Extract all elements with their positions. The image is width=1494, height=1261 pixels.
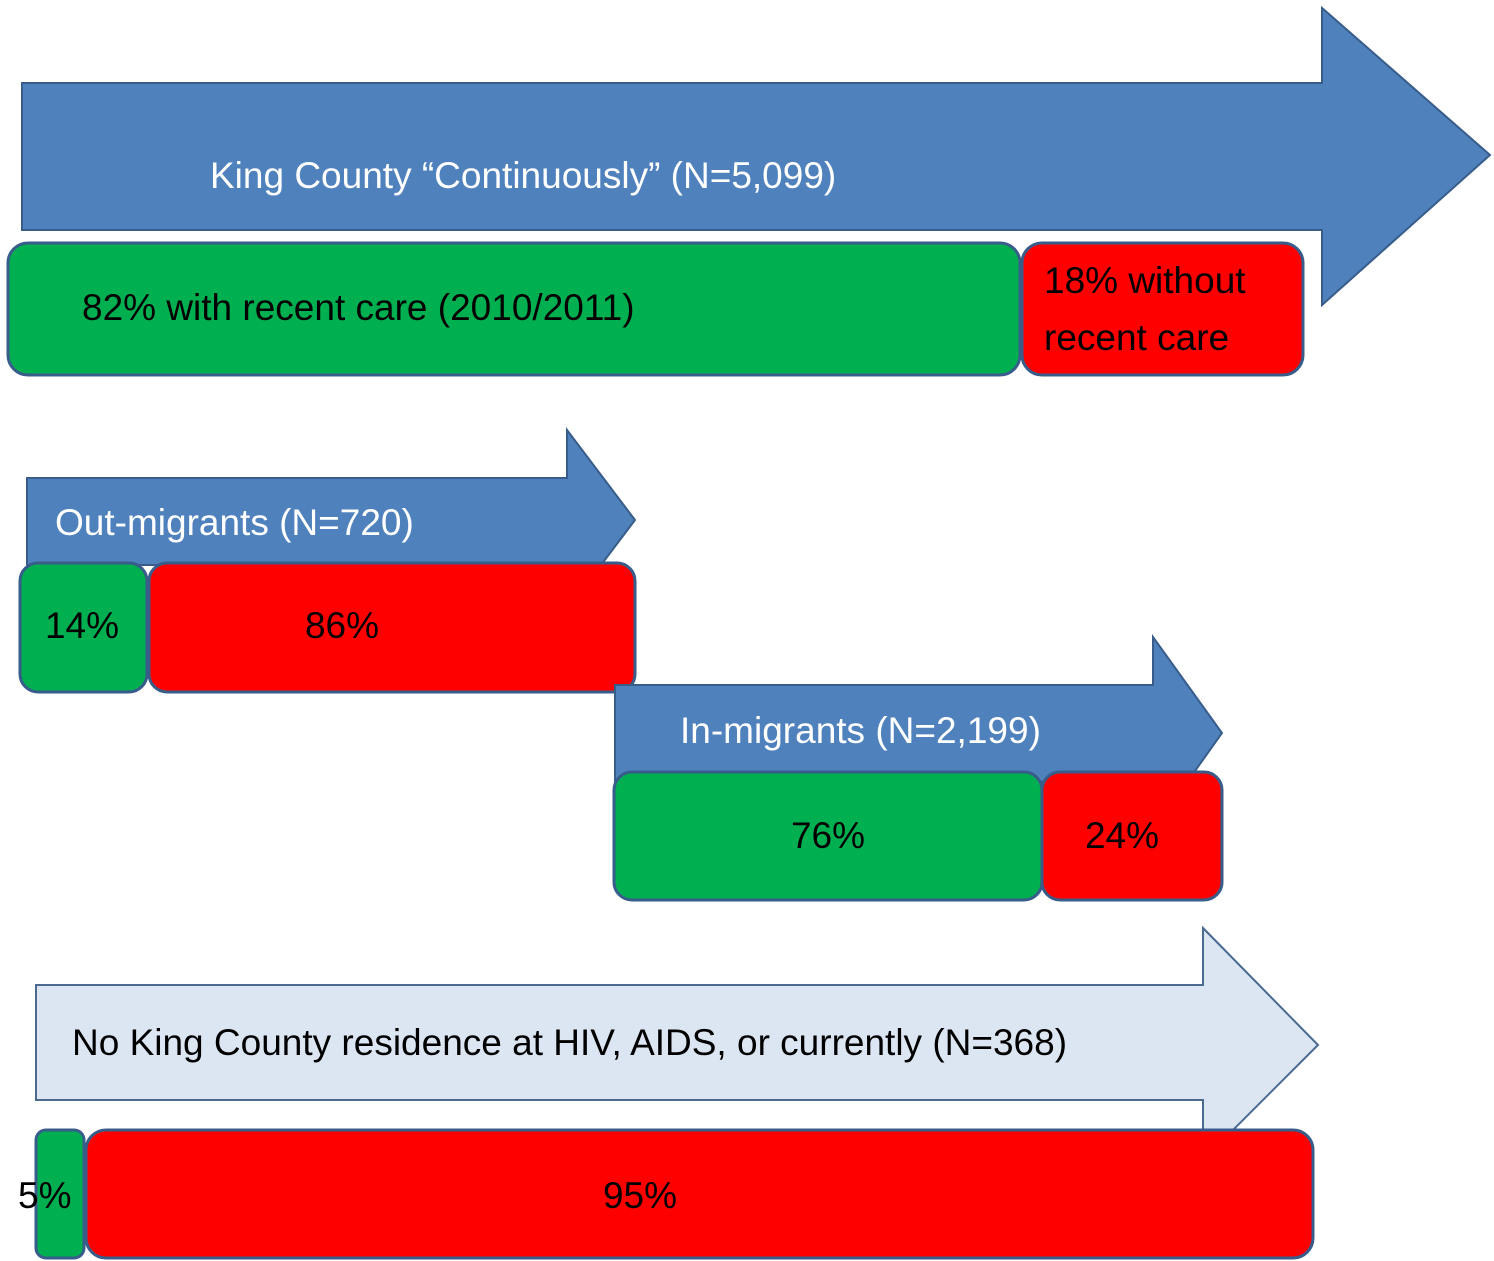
- segment-label: 5%: [18, 1175, 71, 1216]
- segment-label: 76%: [791, 815, 865, 856]
- arrow-label: Out-migrants (N=720): [55, 502, 414, 543]
- segment: [1020, 241, 1305, 377]
- arrow-label: No King County residence at HIV, AIDS, o…: [72, 1022, 1067, 1063]
- segment-label: 24%: [1085, 815, 1159, 856]
- segment-label: 95%: [603, 1175, 677, 1216]
- segment: [84, 1128, 1315, 1260]
- segment: [18, 561, 149, 694]
- segment: [147, 561, 637, 694]
- segment-label: 82% with recent care (2010/2011): [82, 287, 635, 328]
- segment: [34, 1128, 86, 1260]
- segment-label: recent care: [1044, 317, 1229, 358]
- segment: [6, 241, 1022, 377]
- segment-label: 14%: [45, 605, 119, 646]
- arrow: [35, 925, 1320, 1163]
- arrow-label: In-migrants (N=2,199): [680, 710, 1041, 751]
- segment-label: 18% without: [1044, 260, 1246, 301]
- segment-label: 86%: [305, 605, 379, 646]
- arrow-label: King County “Continuously” (N=5,099): [210, 155, 836, 196]
- arrow: [21, 5, 1492, 308]
- segment: [1040, 770, 1224, 902]
